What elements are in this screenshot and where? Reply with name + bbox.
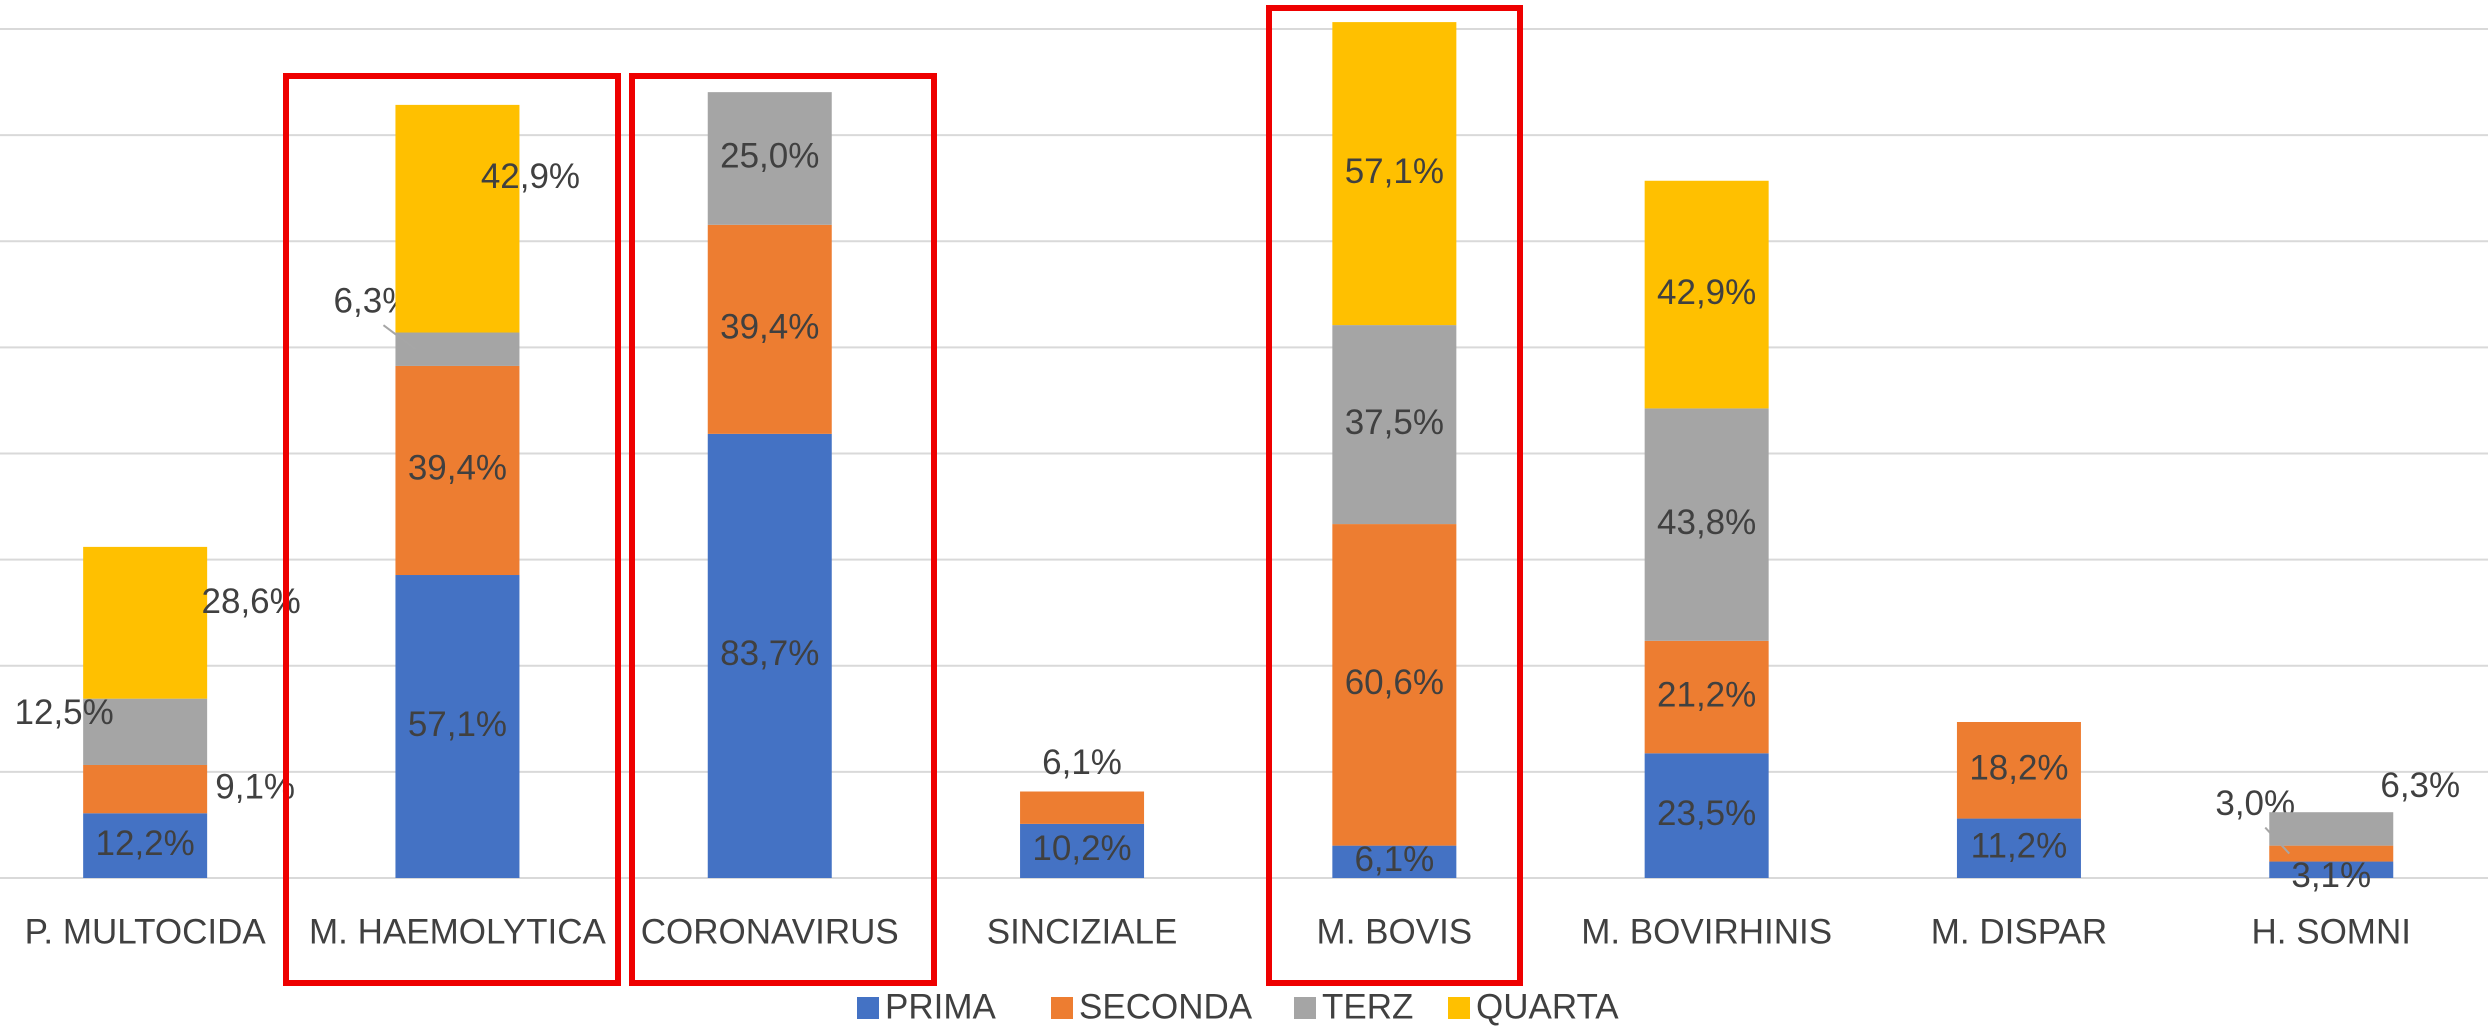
x-tick-label: CORONAVIRUS bbox=[641, 912, 899, 951]
bar-segment bbox=[1332, 325, 1457, 525]
data-label: 6,1% bbox=[1354, 840, 1434, 879]
x-tick-label: P. MULTOCIDA bbox=[25, 912, 267, 951]
legend-label: QUARTA bbox=[1476, 987, 1619, 1026]
bars: 12,2%9,1%12,5%28,6%57,1%39,4%6,3%42,9%83… bbox=[15, 22, 2460, 895]
bar-segment bbox=[83, 698, 208, 765]
data-label: 43,8% bbox=[1657, 503, 1756, 542]
bar-segment bbox=[1956, 721, 2081, 819]
data-label: 25,0% bbox=[720, 137, 819, 176]
x-tick-label: M. DISPAR bbox=[1931, 912, 2107, 951]
grid bbox=[0, 28, 2488, 879]
data-label: 21,2% bbox=[1657, 675, 1756, 714]
legend-label: PRIMA bbox=[885, 987, 997, 1026]
data-label: 42,9% bbox=[481, 157, 580, 196]
legend-swatch bbox=[1448, 997, 1470, 1019]
data-label: 12,5% bbox=[15, 693, 114, 732]
data-label: 57,1% bbox=[1345, 152, 1444, 191]
data-label: 6,3% bbox=[2380, 766, 2460, 805]
bar-segment bbox=[1644, 408, 1769, 641]
bar-segment bbox=[395, 104, 520, 333]
data-label: 39,4% bbox=[408, 449, 507, 488]
bar-segment bbox=[707, 224, 832, 434]
bar-segment bbox=[2269, 845, 2394, 862]
data-label: 60,6% bbox=[1345, 663, 1444, 702]
x-tick-label: M. HAEMOLYTICA bbox=[309, 912, 607, 951]
bar-segment bbox=[707, 433, 832, 878]
bar-segment bbox=[707, 92, 832, 225]
bar-segment bbox=[1020, 823, 1145, 878]
x-tick-label: M. BOVIS bbox=[1317, 912, 1473, 951]
bar-segment bbox=[1332, 22, 1457, 326]
bar-segment bbox=[395, 575, 520, 878]
highlight-box bbox=[1266, 5, 1523, 986]
leader-line bbox=[382, 324, 417, 351]
data-label: 39,4% bbox=[720, 308, 819, 347]
data-label: 3,1% bbox=[2291, 856, 2371, 895]
x-tick-label: M. BOVIRHINIS bbox=[1581, 912, 1832, 951]
data-label: 12,2% bbox=[96, 824, 195, 863]
bar-segment bbox=[83, 813, 208, 878]
data-label: 37,5% bbox=[1345, 403, 1444, 442]
x-tick-label: SINCIZIALE bbox=[987, 912, 1178, 951]
bar-segment bbox=[2269, 812, 2394, 846]
bar-segment bbox=[83, 546, 208, 699]
legend-swatch bbox=[1051, 997, 1073, 1019]
data-label: 42,9% bbox=[1657, 273, 1756, 312]
bar-segment bbox=[1644, 640, 1769, 754]
data-label: 23,5% bbox=[1657, 794, 1756, 833]
data-label: 11,2% bbox=[1971, 827, 2068, 866]
data-label: 83,7% bbox=[720, 634, 819, 673]
bar-segment bbox=[1332, 845, 1457, 878]
legend-label: TERZ bbox=[1322, 987, 1413, 1026]
bar-segment bbox=[1644, 180, 1769, 409]
bar-segment bbox=[1020, 791, 1145, 824]
bar-segment bbox=[1956, 818, 2081, 878]
highlight-box bbox=[629, 73, 937, 986]
highlight-boxes bbox=[283, 5, 1523, 986]
bar-segment bbox=[1332, 524, 1457, 846]
legend-swatch bbox=[1294, 997, 1316, 1019]
x-tick-label: H. SOMNI bbox=[2252, 912, 2411, 951]
legend-swatch bbox=[857, 997, 879, 1019]
legend-label: SECONDA bbox=[1079, 987, 1253, 1026]
data-label: 18,2% bbox=[1969, 749, 2068, 788]
bar-segment bbox=[83, 764, 208, 814]
highlight-box bbox=[283, 73, 621, 986]
bar-segment bbox=[395, 332, 520, 366]
bar-segment bbox=[395, 365, 520, 576]
data-label: 10,2% bbox=[1032, 829, 1131, 868]
data-label: 6,1% bbox=[1042, 743, 1122, 782]
data-label: 57,1% bbox=[408, 705, 507, 744]
bar-segment bbox=[2269, 861, 2394, 878]
bar-segment bbox=[1644, 753, 1769, 878]
data-label: 9,1% bbox=[215, 767, 295, 806]
